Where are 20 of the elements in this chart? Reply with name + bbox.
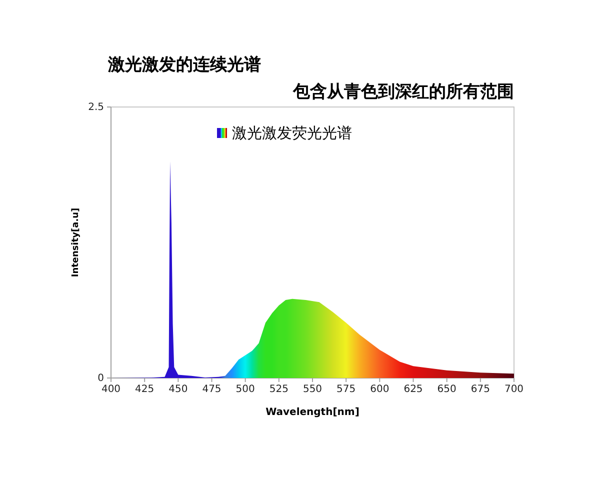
x-tick-label: 500	[236, 384, 255, 396]
y-axis-title: Intensity[a.u]	[71, 208, 81, 278]
x-tick-label: 650	[437, 384, 456, 396]
x-tick-label: 550	[302, 384, 322, 396]
x-axis-title: Wavelength[nm]	[266, 407, 360, 418]
x-tick-label: 450	[168, 384, 188, 396]
x-tick-label: 475	[202, 384, 222, 396]
x-tick-label: 400	[101, 384, 121, 396]
x-tick-label: 525	[269, 384, 288, 396]
x-tick-label: 625	[404, 384, 423, 396]
x-tick-label: 600	[370, 384, 390, 396]
x-tick-label: 675	[470, 384, 490, 396]
chart-subtitle: 包含从青色到深红的所有范围	[292, 82, 514, 102]
y-tick-label: 0	[98, 373, 104, 384]
chart-title: 激光激发的连续光谱	[107, 55, 261, 75]
y-tick-label: 2.5	[88, 102, 104, 114]
legend-label: 激光激发荧光光谱	[232, 124, 352, 142]
x-tick-label: 425	[135, 384, 154, 396]
x-tick-label: 575	[336, 384, 356, 396]
x-tick-label: 700	[504, 384, 524, 396]
